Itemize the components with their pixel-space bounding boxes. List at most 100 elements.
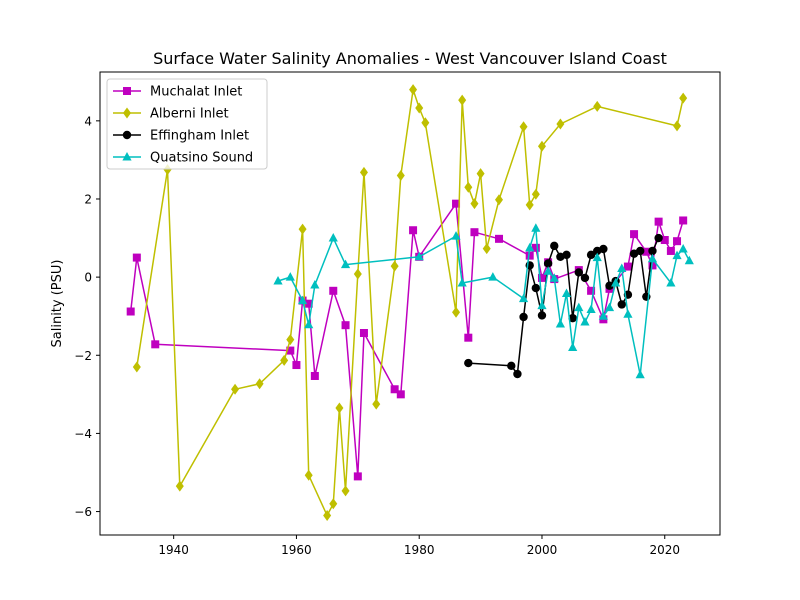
- muchalat-inlet-point: [537, 273, 546, 282]
- quatsino-sound-point: [574, 302, 584, 312]
- quatsino-sound-point: [304, 319, 314, 329]
- muchalat-inlet-point: [679, 216, 688, 225]
- quatsino-sound-point: [678, 243, 688, 253]
- quatsino-sound-point: [598, 311, 608, 320]
- effingham-inlet-point: [574, 268, 584, 277]
- alberni-inlet-point: [464, 181, 473, 193]
- y-tick-label: −2: [74, 349, 92, 363]
- quatsino-sound-point: [340, 259, 351, 269]
- quatsino-sound-point: [285, 272, 295, 281]
- muchalat-inlet-point: [341, 321, 350, 330]
- muchalat-inlet-point: [151, 340, 160, 349]
- effingham-inlet-point: [550, 241, 559, 251]
- quatsino-sound-point: [666, 277, 676, 287]
- muchalat-inlet-point: [630, 230, 639, 239]
- y-tick-label: 4: [84, 114, 92, 128]
- quatsino-sound-point: [604, 302, 615, 312]
- legend-swatch-marker: [123, 87, 131, 95]
- legend: Muchalat Inlet Alberni Inlet Effingham Inl…: [106, 78, 268, 170]
- legend-label: Alberni Inlet: [150, 107, 229, 122]
- alberni-inlet-point: [458, 94, 467, 106]
- quatsino-sound-point: [555, 319, 565, 328]
- alberni-inlet-point: [593, 100, 602, 112]
- muchalat-inlet-point: [525, 251, 534, 260]
- alberni-inlet-point: [470, 198, 479, 210]
- alberni-inlet-point: [231, 383, 240, 395]
- y-tick-label: −6: [74, 505, 92, 519]
- legend-item-muchalat-inlet: Muchalat Inlet: [113, 85, 242, 100]
- quatsino-sound-point: [561, 288, 572, 298]
- effingham-inlet-point: [654, 233, 663, 243]
- quatsino-sound-point: [537, 300, 547, 310]
- x-tick-label: 2000: [527, 543, 558, 557]
- effingham-inlet-point: [568, 313, 577, 323]
- effingham-inlet-point: [519, 312, 528, 322]
- effingham-inlet-point: [648, 246, 657, 256]
- muchalat-inlet-point: [464, 333, 473, 342]
- alberni-inlet-point: [495, 194, 504, 206]
- quatsino-sound-series: [273, 223, 694, 379]
- alberni-inlet-point: [286, 334, 295, 346]
- muchalat-inlet-line: [129, 202, 684, 478]
- effingham-inlet-point: [464, 358, 473, 368]
- alberni-inlet-point: [421, 117, 430, 129]
- quatsino-sound-point: [457, 277, 467, 287]
- alberni-inlet-point: [415, 102, 424, 114]
- muchalat-inlet-point: [126, 307, 135, 316]
- legend-swatch-marker: [122, 152, 132, 161]
- quatsino-sound-point: [568, 342, 578, 351]
- muchalat-inlet-point: [132, 253, 141, 262]
- muchalat-inlet-point: [666, 246, 675, 255]
- muchalat-inlet-point: [470, 228, 479, 237]
- quatsino-sound-point: [328, 233, 338, 242]
- quatsino-sound-point: [592, 252, 602, 262]
- alberni-inlet-point: [323, 509, 332, 521]
- alberni-inlet-point: [525, 199, 534, 211]
- alberni-inlet-point: [476, 168, 485, 180]
- effingham-inlet-point: [537, 311, 547, 320]
- alberni-inlet-point: [359, 166, 368, 178]
- legend-item-quatsino-sound: Quatsino Sound: [113, 151, 253, 166]
- alberni-inlet-point: [341, 485, 350, 497]
- muchalat-inlet-point: [654, 217, 663, 226]
- quatsino-sound-point: [672, 250, 682, 260]
- alberni-inlet-point: [372, 398, 381, 410]
- effingham-inlet-point: [599, 244, 608, 254]
- muchalat-inlet-point: [304, 299, 313, 308]
- alberni-inlet-point: [537, 140, 546, 152]
- alberni-inlet-point: [353, 268, 362, 280]
- quatsino-sound-point: [518, 293, 529, 303]
- muchalat-inlet-point: [452, 199, 461, 208]
- muchalat-inlet-point: [359, 328, 368, 337]
- effingham-inlet-point: [513, 369, 522, 379]
- quatsino-sound-point: [684, 255, 694, 265]
- quatsino-sound-point: [273, 276, 283, 285]
- quatsino-sound-point: [647, 253, 658, 263]
- legend-swatch-marker: [123, 107, 131, 119]
- quatsino-sound-point: [549, 273, 559, 282]
- alberni-inlet-point: [132, 361, 141, 373]
- alberni-inlet-point: [452, 306, 461, 318]
- alberni-inlet-point: [298, 223, 307, 235]
- quatsino-sound-point: [451, 231, 461, 240]
- chart-title: Surface Water Salinity Anomalies - West …: [153, 49, 667, 68]
- quatsino-sound-point: [310, 279, 320, 289]
- alberni-inlet-point: [390, 260, 399, 272]
- alberni-inlet-point: [175, 480, 184, 492]
- muchalat-inlet-point: [292, 361, 301, 370]
- muchalat-inlet-point: [495, 234, 504, 243]
- effingham-inlet-point: [531, 283, 541, 293]
- effingham-inlet-point: [586, 250, 596, 260]
- effingham-inlet-series: [464, 233, 663, 379]
- alberni-inlet-point: [329, 498, 338, 510]
- muchalat-inlet-point: [660, 236, 669, 245]
- series-layer: [126, 84, 694, 521]
- muchalat-inlet-series: [126, 199, 688, 481]
- legend-item-effingham-inlet: Effingham Inlet: [113, 129, 249, 144]
- quatsino-sound-line: [277, 227, 690, 376]
- legend-item-alberni-inlet: Alberni Inlet: [113, 107, 229, 122]
- quatsino-sound-point: [586, 304, 596, 314]
- tick-layer: 1940 1960 1980 2000 2020 −6 −4 −2 0 2 4: [74, 114, 680, 557]
- alberni-inlet-point: [673, 120, 682, 132]
- x-tick-label: 1980: [404, 543, 435, 557]
